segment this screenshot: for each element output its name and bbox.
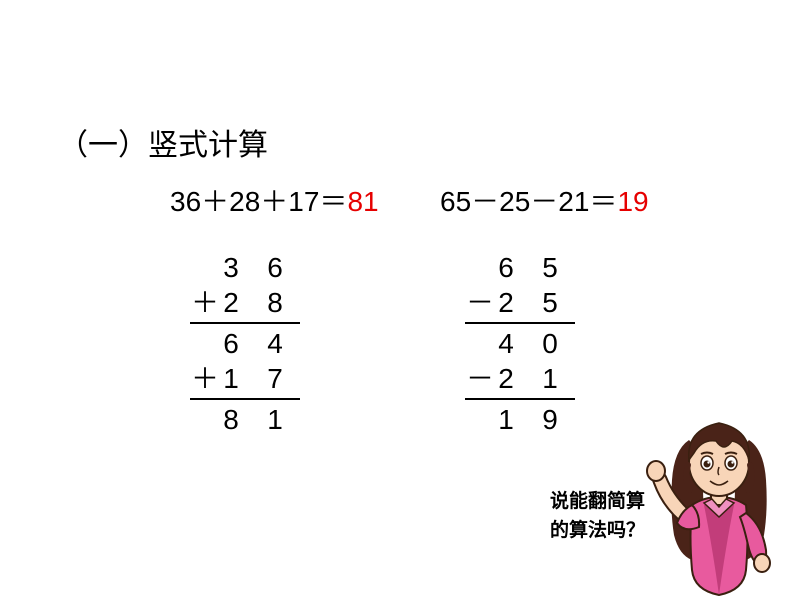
calc-rule <box>190 322 300 324</box>
calc-operator <box>190 250 220 285</box>
speech-line-2: 的算法吗？ <box>550 517 645 546</box>
calc-digit: 5 <box>539 250 561 285</box>
calc-operator <box>190 326 220 361</box>
calc-digit: 7 <box>264 361 286 396</box>
vertical-calc-1: 3 6＋2 8 6 4＋1 7 8 1 <box>190 250 300 437</box>
calc-digit: 6 <box>264 250 286 285</box>
calc-digit: 9 <box>539 402 561 437</box>
equation-1: 36＋28＋17＝81 <box>170 180 379 220</box>
calc-row: ＋1 7 <box>190 361 300 396</box>
calc-row: 6 4 <box>190 326 300 361</box>
calc-row: ＋2 8 <box>190 285 300 320</box>
equation-2-answer: 19 <box>617 186 648 217</box>
calc-digit: 8 <box>220 402 242 437</box>
calc-digit: 6 <box>220 326 242 361</box>
section-title: （一）竖式计算 <box>58 120 268 164</box>
calc-digit: 2 <box>220 285 242 320</box>
calc-digit: 8 <box>264 285 286 320</box>
calc-digit: 5 <box>539 285 561 320</box>
calc-row: －2 5 <box>465 285 575 320</box>
equation-2: 65－25－21＝19 <box>440 180 649 220</box>
teacher-illustration <box>644 405 794 600</box>
calc-operator <box>465 326 495 361</box>
equation-1-answer: 81 <box>347 186 378 217</box>
calc-digit: 4 <box>495 326 517 361</box>
calc-digit: 3 <box>220 250 242 285</box>
calc-operator: － <box>465 285 495 320</box>
calc-row: 1 9 <box>465 402 575 437</box>
speech-bubble-text: 说能翻简算 的算法吗？ <box>550 488 645 545</box>
calc-digit: 2 <box>495 361 517 396</box>
calc-operator: － <box>465 361 495 396</box>
calc-operator: ＋ <box>190 361 220 396</box>
calc-digit: 6 <box>495 250 517 285</box>
vertical-calc-2: 6 5－2 5 4 0－2 1 1 9 <box>465 250 575 437</box>
speech-line-1: 说能翻简算 <box>550 488 645 517</box>
equation-2-expr: 65－25－21＝ <box>440 186 617 217</box>
calc-row: 6 5 <box>465 250 575 285</box>
calc-rule <box>190 398 300 400</box>
calc-row: 8 1 <box>190 402 300 437</box>
calc-digit: 1 <box>539 361 561 396</box>
calc-rule <box>465 398 575 400</box>
calc-operator <box>190 402 220 437</box>
calc-operator <box>465 250 495 285</box>
calc-digit: 2 <box>495 285 517 320</box>
calc-digit: 4 <box>264 326 286 361</box>
calc-row: －2 1 <box>465 361 575 396</box>
calc-digit: 1 <box>495 402 517 437</box>
calc-digit: 1 <box>264 402 286 437</box>
calc-digit: 1 <box>220 361 242 396</box>
calc-operator <box>465 402 495 437</box>
equation-1-expr: 36＋28＋17＝ <box>170 186 347 217</box>
calc-operator: ＋ <box>190 285 220 320</box>
calc-row: 4 0 <box>465 326 575 361</box>
calc-rule <box>465 322 575 324</box>
calc-digit: 0 <box>539 326 561 361</box>
calc-row: 3 6 <box>190 250 300 285</box>
